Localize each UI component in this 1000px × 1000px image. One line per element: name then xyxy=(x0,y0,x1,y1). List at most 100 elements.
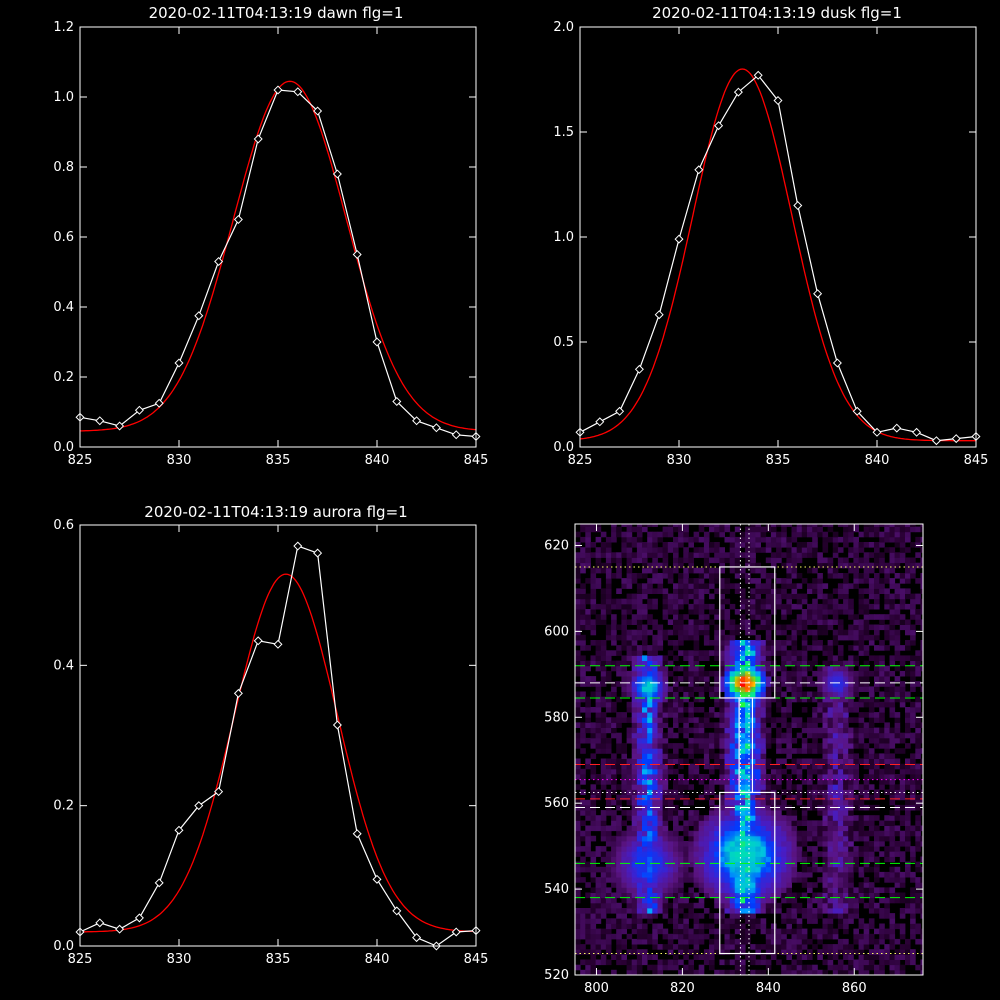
heatmap-cell xyxy=(600,531,607,538)
heatmap-cell xyxy=(621,856,627,863)
heatmap-cell xyxy=(905,763,911,770)
heatmap-cell xyxy=(698,779,705,785)
heatmap-cell xyxy=(827,753,834,759)
heatmap-cell xyxy=(791,835,798,842)
heatmap-cell xyxy=(585,964,591,971)
dawn-data-point xyxy=(352,249,362,260)
heatmap-cell xyxy=(750,696,756,703)
heatmap-cell xyxy=(760,897,767,904)
heatmap-cell xyxy=(827,964,834,971)
heatmap-cell xyxy=(837,634,844,641)
heatmap-cell xyxy=(899,619,906,625)
heatmap-cell xyxy=(621,686,627,692)
heatmap-cell xyxy=(703,524,710,527)
heatmap-cell xyxy=(580,918,586,924)
heatmap-cell xyxy=(590,918,597,924)
heatmap-cell xyxy=(636,758,643,765)
heatmap-cell xyxy=(647,701,653,708)
heatmap-cell xyxy=(631,681,638,687)
heatmap-cell xyxy=(755,887,761,893)
heatmap-cell xyxy=(827,676,834,682)
heatmap-cell xyxy=(837,588,844,594)
heatmap-cell xyxy=(832,552,839,558)
heatmap-cell xyxy=(724,763,731,770)
heatmap-cell xyxy=(647,531,653,538)
heatmap-cell xyxy=(626,609,633,615)
heatmap-cell xyxy=(827,758,834,765)
heatmap-cell xyxy=(765,701,772,708)
heatmap-cell xyxy=(662,810,669,816)
heatmap-cell xyxy=(719,897,725,904)
heatmap-cell xyxy=(899,949,906,955)
heatmap-cell xyxy=(765,902,772,909)
heatmap-cell xyxy=(719,923,725,930)
heatmap-cell xyxy=(801,882,808,888)
heatmap-cell xyxy=(575,887,581,893)
heatmap-cell xyxy=(776,758,782,765)
heatmap-cell xyxy=(714,794,720,801)
heatmap-cell xyxy=(647,784,653,790)
heatmap-cell xyxy=(729,634,736,641)
heatmap-cell xyxy=(796,856,803,863)
heatmap-cell xyxy=(678,959,684,966)
heatmap-cell xyxy=(812,691,818,698)
heatmap-cell xyxy=(575,810,581,816)
heatmap-cell xyxy=(889,944,896,950)
heatmap-cell xyxy=(724,670,731,677)
heatmap-cell xyxy=(879,923,885,930)
heatmap-cell xyxy=(899,897,906,904)
heatmap-cell xyxy=(652,964,658,971)
heatmap-cell xyxy=(817,758,823,765)
heatmap-cell xyxy=(755,882,761,888)
heatmap-cell xyxy=(693,598,700,605)
heatmap-cell xyxy=(755,815,761,821)
heatmap-cell xyxy=(837,536,844,543)
heatmap-cell xyxy=(822,774,829,780)
heatmap-cell xyxy=(807,799,813,806)
heatmap-cell xyxy=(755,665,761,672)
heatmap-cell xyxy=(734,727,741,734)
heatmap-cell xyxy=(817,933,823,940)
heatmap-cell xyxy=(724,892,731,899)
heatmap-cell xyxy=(750,598,756,605)
heatmap-cell xyxy=(874,743,880,749)
heatmap-cell xyxy=(740,603,746,610)
heatmap-cell xyxy=(910,681,916,687)
heatmap-cell xyxy=(590,578,597,584)
heatmap-cell xyxy=(755,578,761,584)
dawn-xtick-label: 825 xyxy=(68,453,93,468)
heatmap-cell xyxy=(765,583,772,589)
heatmap-cell xyxy=(647,660,653,667)
heatmap-cell xyxy=(858,882,865,888)
heatmap-cell xyxy=(848,701,854,708)
heatmap-cell xyxy=(755,655,761,661)
dusk-data-point xyxy=(892,423,902,433)
dawn-data-point xyxy=(392,396,402,407)
heatmap-cell xyxy=(822,557,829,564)
heatmap-cell xyxy=(889,737,896,744)
heatmap-cell xyxy=(611,603,617,610)
heatmap-cell xyxy=(868,938,875,945)
heatmap-cell xyxy=(874,598,880,605)
heatmap-cell xyxy=(832,573,839,579)
heatmap-cell xyxy=(719,609,725,615)
heatmap-cell xyxy=(683,573,689,579)
heatmap-cell xyxy=(580,866,586,873)
heatmap-cell xyxy=(863,614,870,620)
heatmap-cell xyxy=(801,861,808,868)
heatmap-cell xyxy=(910,959,916,966)
heatmap-cell xyxy=(621,583,627,589)
heatmap-cell xyxy=(611,768,617,775)
heatmap-cell xyxy=(863,712,870,718)
heatmap-cell xyxy=(796,835,803,842)
heatmap-cell xyxy=(662,825,669,832)
heatmap-cell xyxy=(595,691,602,698)
heatmap-cell xyxy=(822,696,829,703)
heatmap-cell xyxy=(791,676,798,682)
heatmap-cell xyxy=(693,861,700,868)
heatmap-cell xyxy=(843,856,849,863)
heatmap-cell xyxy=(750,531,756,538)
heatmap-cell xyxy=(688,871,694,878)
heatmap-cell xyxy=(605,629,612,636)
heatmap-ytick-label: 560 xyxy=(544,796,569,811)
